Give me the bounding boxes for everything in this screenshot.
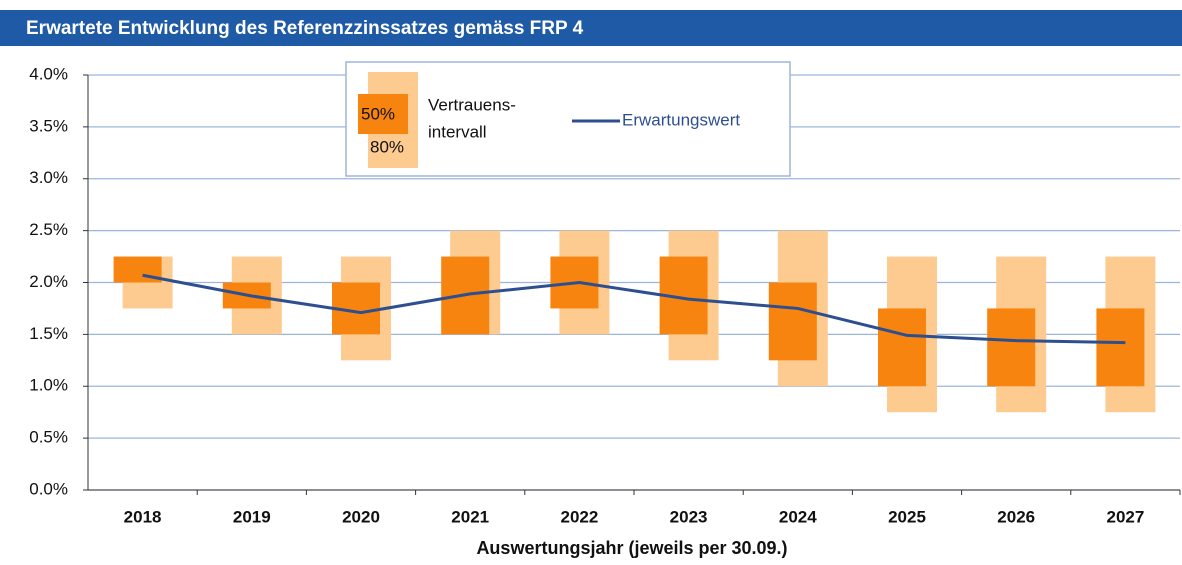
- x-tick-label: 2025: [888, 507, 926, 526]
- x-tick-label: 2026: [997, 507, 1035, 526]
- interval-bar: [878, 308, 926, 387]
- y-tick-label: 1.5%: [29, 324, 68, 343]
- y-tick-label: 0.0%: [29, 479, 68, 498]
- legend-box: [345, 61, 791, 177]
- y-tick-label: 1.0%: [29, 376, 68, 395]
- x-tick-label: 2023: [670, 507, 708, 526]
- legend-label: 50%: [361, 104, 395, 123]
- legend-swatch: [358, 94, 408, 134]
- interval-bar: [768, 282, 817, 361]
- y-tick-label: 3.0%: [29, 168, 68, 187]
- title-bar: [0, 10, 1182, 46]
- x-tick-label: 2027: [1106, 507, 1144, 526]
- x-tick-label: 2018: [124, 507, 162, 526]
- legend-label: Erwartungswert: [622, 110, 740, 129]
- interval-bar: [1096, 308, 1145, 387]
- x-tick-label: 2019: [233, 507, 271, 526]
- x-tick-label: 2020: [342, 507, 380, 526]
- expected-line: [142, 273, 1126, 345]
- y-tick-label: 2.0%: [29, 272, 68, 291]
- y-tick-label: 2.5%: [29, 220, 68, 239]
- x-tick-label: 2024: [779, 507, 817, 526]
- x-tick-label: 2022: [560, 507, 598, 526]
- legend-title: intervall: [428, 122, 487, 141]
- legend-title: Vertrauens-: [428, 95, 516, 114]
- chart-title: Erwartete Entwicklung des Referenzzinssa…: [26, 18, 584, 39]
- x-axis-title: Auswertungsjahr (jeweils per 30.09.): [476, 538, 787, 558]
- interval-bar: [987, 308, 1036, 387]
- y-tick-label: 3.5%: [29, 116, 68, 135]
- y-tick-label: 0.5%: [29, 428, 68, 447]
- y-tick-label: 4.0%: [29, 64, 68, 83]
- legend-label: 80%: [370, 137, 404, 156]
- x-tick-label: 2021: [451, 507, 489, 526]
